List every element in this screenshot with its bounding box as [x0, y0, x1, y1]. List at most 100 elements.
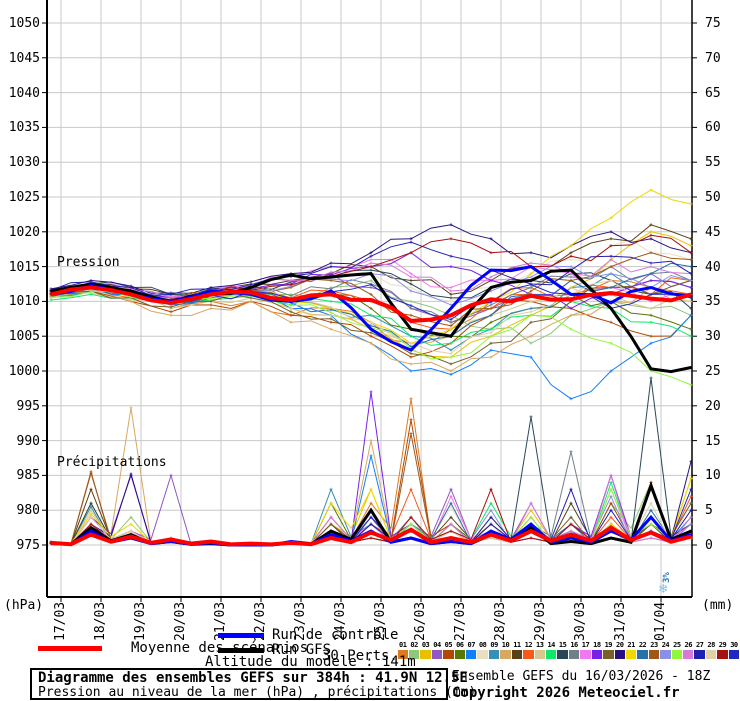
member-color-swatch: [648, 650, 660, 659]
member-cell: 05: [443, 641, 454, 659]
gfs-legend-label: Run GFS: [272, 642, 332, 658]
member-color-swatch: [477, 650, 488, 659]
member-color-swatch: [431, 650, 443, 659]
y-tick-right: 70: [705, 50, 721, 66]
y-tick-right: 35: [705, 294, 721, 310]
member-color-swatch: [637, 650, 648, 659]
member-color-swatch: [511, 650, 523, 659]
y-tick-right: 45: [705, 224, 721, 240]
member-number: 10: [501, 641, 510, 649]
member-number: 21: [627, 641, 635, 649]
member-number: 19: [604, 641, 613, 649]
control-legend-swatch: [218, 633, 264, 638]
member-cell: 25: [671, 641, 683, 659]
member-color-swatch: [523, 650, 534, 659]
member-color-swatch: [545, 650, 557, 659]
y-tick-right: 30: [705, 329, 721, 345]
member-number: 02: [410, 641, 418, 649]
member-number: 09: [490, 641, 498, 649]
member-number: 29: [718, 641, 727, 649]
member-cell: 08: [477, 641, 488, 659]
member-number: 06: [456, 641, 464, 649]
member-color-swatch: [420, 650, 431, 659]
perts-count-label: 30 Perts.: [322, 648, 398, 664]
member-cell: 23: [648, 641, 660, 659]
member-number: 26: [684, 641, 693, 649]
diagram-title: Diagramme des ensembles GEFS sur 384h : …: [38, 670, 468, 686]
member-number: 07: [467, 641, 476, 649]
member-cell: 10: [500, 641, 511, 659]
member-color-swatch: [671, 650, 683, 659]
member-color-swatch: [694, 650, 705, 659]
member-color-swatch: [534, 650, 545, 659]
member-cell: 24: [660, 641, 671, 659]
member-color-swatch: [705, 650, 717, 659]
member-color-swatch: [625, 650, 637, 659]
x-date-label: 27/03: [453, 601, 468, 641]
series-markers-03: [49, 230, 693, 547]
member-color-swatch: [728, 650, 740, 659]
member-cell: 12: [523, 641, 534, 659]
member-number: 28: [707, 641, 715, 649]
precip-section-label: Précipitations: [57, 455, 167, 470]
member-color-swatch: [660, 650, 671, 659]
y-tick-left: 1050: [8, 16, 40, 31]
y-tick-left: 1035: [8, 120, 40, 136]
y-tick-right: 0: [705, 538, 713, 553]
member-cell: 01: [397, 641, 408, 659]
y-tick-left: 995: [16, 398, 40, 414]
member-cell: 04: [431, 641, 443, 659]
member-number: 20: [616, 641, 624, 649]
member-color-swatch: [717, 650, 728, 659]
member-cell: 06: [454, 641, 466, 659]
member-number: 08: [478, 641, 487, 649]
member-color-swatch: [408, 650, 420, 659]
member-cell: 28: [705, 641, 717, 659]
y-tick-right: 25: [705, 364, 721, 379]
y-tick-left: 1040: [8, 85, 40, 101]
model-altitude-label: Altitude du modele : 141m: [205, 654, 416, 670]
member-cell: 22: [637, 641, 648, 659]
y-tick-left: 985: [16, 468, 40, 484]
member-number: 03: [421, 641, 430, 649]
y-tick-right: 15: [705, 433, 721, 449]
diagram-subtitle: Pression au niveau de la mer (hPa) , pré…: [38, 685, 477, 700]
y-tick-right: 60: [705, 120, 721, 136]
y-tick-right: 20: [705, 398, 721, 414]
member-number: 12: [524, 641, 533, 649]
member-number: 16: [570, 641, 578, 649]
y-tick-right: 5: [705, 503, 713, 519]
member-number: 17: [581, 641, 590, 649]
x-date-label: 19/03: [133, 601, 148, 641]
series-markers-15: [49, 268, 693, 547]
member-cell: 07: [466, 641, 477, 659]
y-tick-left: 1025: [8, 190, 40, 205]
x-date-label: 29/03: [533, 601, 548, 641]
x-date-label: 01/04: [653, 601, 668, 641]
member-color-swatch: [557, 650, 568, 659]
member-color-swatch: [580, 650, 591, 659]
y-tick-right: 75: [705, 16, 721, 31]
y-tick-left: 1020: [8, 224, 40, 240]
y-tick-left: 1045: [8, 50, 40, 66]
member-number: 22: [638, 641, 647, 649]
x-date-label: 20/03: [173, 601, 188, 641]
control-legend-label: Run de contrôle: [272, 627, 399, 643]
member-cell: 14: [545, 641, 557, 659]
series-markers-gfs: [49, 268, 693, 547]
member-number: 01: [398, 641, 407, 649]
member-cell: 16: [568, 641, 580, 659]
y-tick-left: 980: [16, 503, 40, 519]
member-color-swatch: [466, 650, 477, 659]
member-palette: 01 02 03 04 05 06 07 08 09 10 11 12 13 14 15 16 17 18 19 20…: [397, 641, 740, 659]
member-color-swatch: [454, 650, 466, 659]
y-tick-left: 1010: [8, 294, 40, 310]
pressure-section-label: Pression: [57, 255, 120, 270]
y-tick-left: 975: [16, 538, 40, 553]
member-cell: 27: [694, 641, 705, 659]
member-number: 18: [593, 641, 601, 649]
member-number: 25: [673, 641, 681, 649]
member-cell: 02: [408, 641, 420, 659]
member-cell: 18: [591, 641, 603, 659]
member-color-swatch: [603, 650, 614, 659]
